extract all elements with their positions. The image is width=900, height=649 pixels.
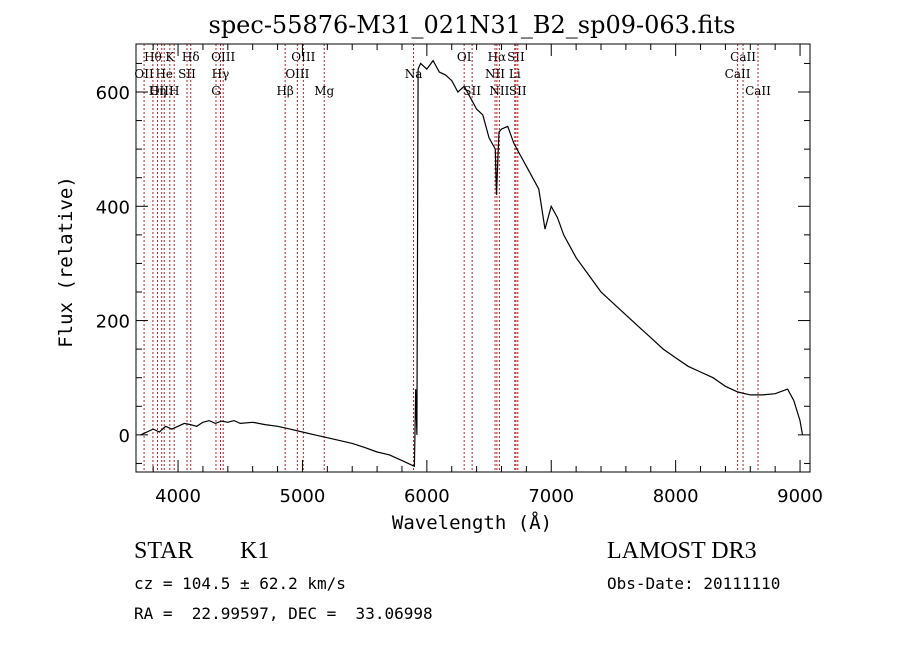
- line-marker-label-4: He: [155, 67, 173, 81]
- line-marker-label-0: Hθ: [144, 50, 162, 64]
- line-marker-label-14: Hβ: [276, 84, 293, 98]
- line-marker-label-12: OIII: [291, 50, 315, 64]
- line-marker-label-5: Hη: [149, 84, 167, 98]
- line-marker-label-2: OIII: [150, 84, 174, 98]
- line-marker-label-20: SII: [507, 50, 525, 64]
- y-tick-label: 200: [96, 312, 130, 333]
- x-tick-label: 9000: [777, 486, 823, 507]
- line-marker-label-19: Hα: [488, 50, 507, 64]
- spectrum-series: [140, 59, 804, 468]
- line-marker-label-1: OII: [134, 67, 154, 81]
- line-marker-label-3: K: [165, 50, 175, 64]
- line-marker-label-13: OIII: [285, 67, 309, 81]
- line-marker-label-23: NII: [489, 84, 509, 98]
- y-tick-label: 0: [119, 426, 130, 447]
- line-marker-label-21: NII: [485, 67, 505, 81]
- line-marker-label-10: Hγ: [212, 67, 230, 81]
- line-marker-label-26: CaII: [725, 67, 751, 81]
- line-marker-label-11: G: [211, 84, 221, 98]
- survey-label: LAMOST DR3: [607, 538, 757, 564]
- object-class: STAR: [134, 538, 194, 564]
- x-tick-label: 5000: [280, 486, 326, 507]
- y-axis-label: Flux (relative): [55, 176, 77, 348]
- y-tick-label: 600: [96, 83, 130, 104]
- line-marker-label-24: SII: [509, 84, 527, 98]
- y-tick-label: 400: [96, 197, 130, 218]
- chart-title: spec-55876-M31_021N31_B2_sp09-063.fits: [209, 11, 736, 39]
- line-marker-label-7: SII: [178, 67, 196, 81]
- line-marker-label-6: Hδ: [182, 50, 200, 64]
- x-tick-label: 7000: [528, 486, 574, 507]
- axes: 4000 5000 6000 7000 8000 9000 0 200 400 600: [96, 43, 823, 507]
- observation-date: Obs-Date: 20111110: [607, 574, 781, 593]
- line-marker-label-27: CaII: [745, 84, 771, 98]
- line-marker-label-8: H: [169, 84, 179, 98]
- coordinates: RA = 22.99597, DEC = 33.06998: [134, 604, 433, 623]
- line-marker-label-15: Mg: [314, 84, 334, 98]
- line-marker-label-18: SII: [463, 84, 481, 98]
- plot-frame: [135, 43, 811, 473]
- line-marker-label-16: Na: [405, 67, 423, 81]
- x-axis-label: Wavelength (Å): [392, 511, 552, 534]
- object-subclass: K1: [240, 538, 270, 564]
- x-tick-label: 4000: [155, 486, 201, 507]
- redshift-velocity: cz = 104.5 ± 62.2 km/s: [134, 574, 346, 593]
- line-marker-label-22: Li: [509, 67, 521, 81]
- x-tick-label: 8000: [653, 486, 699, 507]
- spectrum-line-0: [140, 59, 804, 468]
- line-marker-label-25: CaII: [730, 50, 756, 64]
- line-marker-label-9: OIII: [211, 50, 235, 64]
- x-tick-label: 6000: [404, 486, 450, 507]
- line-marker-label-17: OI: [457, 50, 472, 64]
